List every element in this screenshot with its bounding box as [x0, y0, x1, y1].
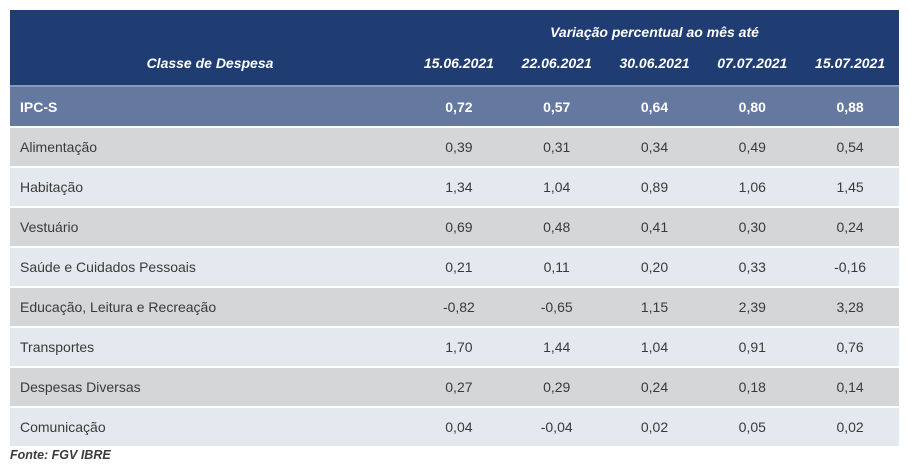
cell-value: -0,04: [540, 419, 573, 435]
cell-value: 1,34: [445, 179, 473, 195]
cell-value: 2,39: [738, 299, 766, 315]
cell-value: 0,64: [640, 98, 669, 115]
column-header-date-3: 30.06.2021: [619, 55, 690, 71]
table-row: Habitação 1,34 1,04 0,89 1,06 1,45: [10, 168, 899, 208]
table-row-ipcs: IPC-S 0,72 0,57 0,64 0,80 0,88: [10, 85, 899, 128]
cell-value: 0,91: [738, 339, 766, 355]
table-row: Vestuário 0,69 0,48 0,41 0,30 0,24: [10, 208, 899, 248]
cell-value: 0,11: [543, 259, 570, 275]
cell-value: 1,15: [640, 299, 669, 315]
cell-value: 0,29: [543, 379, 571, 395]
row-label: IPC-S: [20, 98, 58, 115]
cell-value: 0,72: [445, 98, 473, 115]
cell-value: 0,57: [543, 98, 571, 115]
row-label: Vestuário: [20, 219, 79, 235]
cell-value: 0,33: [738, 259, 766, 275]
cell-value: 0,89: [640, 179, 669, 195]
cell-value: 3,28: [836, 299, 864, 315]
cell-value: 0,31: [543, 139, 571, 155]
cell-value: 0,49: [738, 139, 766, 155]
cell-value: 0,80: [738, 98, 766, 115]
cell-value: 1,06: [738, 179, 766, 195]
cell-value: 1,45: [836, 179, 864, 195]
table-header: Variação percentual ao mês até Classe de…: [10, 10, 899, 85]
row-label: Comunicação: [20, 419, 106, 435]
column-header-date-5: 15.07.2021: [815, 55, 886, 71]
column-header-date-2: 22.06.2021: [521, 55, 592, 71]
cell-value: 1,44: [543, 339, 571, 355]
cell-value: -0,65: [540, 299, 573, 315]
table-row: Alimentação 0,39 0,31 0,34 0,49 0,54: [10, 128, 899, 168]
cell-value: 0,69: [445, 219, 473, 235]
column-header-classe-de-despesa: Classe de Despesa: [146, 55, 274, 71]
cell-value: 0,21: [445, 259, 473, 275]
column-header-date-1: 15.06.2021: [423, 55, 494, 71]
cell-value: 0,34: [640, 139, 669, 155]
source-note: Fonte: FGV IBRE: [10, 448, 111, 462]
row-label: Habitação: [20, 179, 84, 195]
cell-value: 0,05: [738, 419, 766, 435]
table-row: Transportes 1,70 1,44 1,04 0,91 0,76: [10, 328, 899, 368]
cell-value: 0,24: [836, 219, 864, 235]
table-row: Saúde e Cuidados Pessoais 0,21 0,11 0,20…: [10, 248, 899, 288]
cell-value: 0,14: [836, 379, 864, 395]
cell-value: 0,24: [640, 379, 669, 395]
cell-value: 0,48: [543, 219, 571, 235]
cell-value: 1,04: [543, 179, 571, 195]
column-header-date-4: 07.07.2021: [717, 55, 788, 71]
cell-value: 0,02: [640, 419, 669, 435]
cell-value: 0,20: [640, 259, 669, 275]
cell-value: 0,41: [640, 219, 669, 235]
row-label: Despesas Diversas: [20, 379, 141, 395]
cell-value: 0,27: [445, 379, 473, 395]
row-label: Saúde e Cuidados Pessoais: [20, 259, 196, 275]
table-title: Variação percentual ao mês até: [550, 23, 759, 40]
cell-value: 0,88: [836, 98, 864, 115]
cell-value: 0,04: [445, 419, 473, 435]
cell-value: 0,76: [836, 339, 864, 355]
table-row: Educação, Leitura e Recreação -0,82 -0,6…: [10, 288, 899, 328]
row-label: Transportes: [20, 339, 95, 355]
row-label: Alimentação: [20, 139, 98, 155]
row-label: Educação, Leitura e Recreação: [20, 299, 217, 315]
ipcs-table: Variação percentual ao mês até Classe de…: [10, 10, 899, 448]
cell-value: 0,02: [836, 419, 864, 435]
cell-value: 0,18: [738, 379, 766, 395]
cell-value: 1,04: [640, 339, 669, 355]
cell-value: 1,70: [445, 339, 473, 355]
cell-value: -0,16: [834, 259, 867, 275]
table-row: Comunicação 0,04 -0,04 0,02 0,05 0,02: [10, 408, 899, 448]
cell-value: 0,30: [738, 219, 766, 235]
cell-value: 0,39: [445, 139, 473, 155]
cell-value: -0,82: [442, 299, 475, 315]
cell-value: 0,54: [836, 139, 864, 155]
table-row: Despesas Diversas 0,27 0,29 0,24 0,18 0,…: [10, 368, 899, 408]
